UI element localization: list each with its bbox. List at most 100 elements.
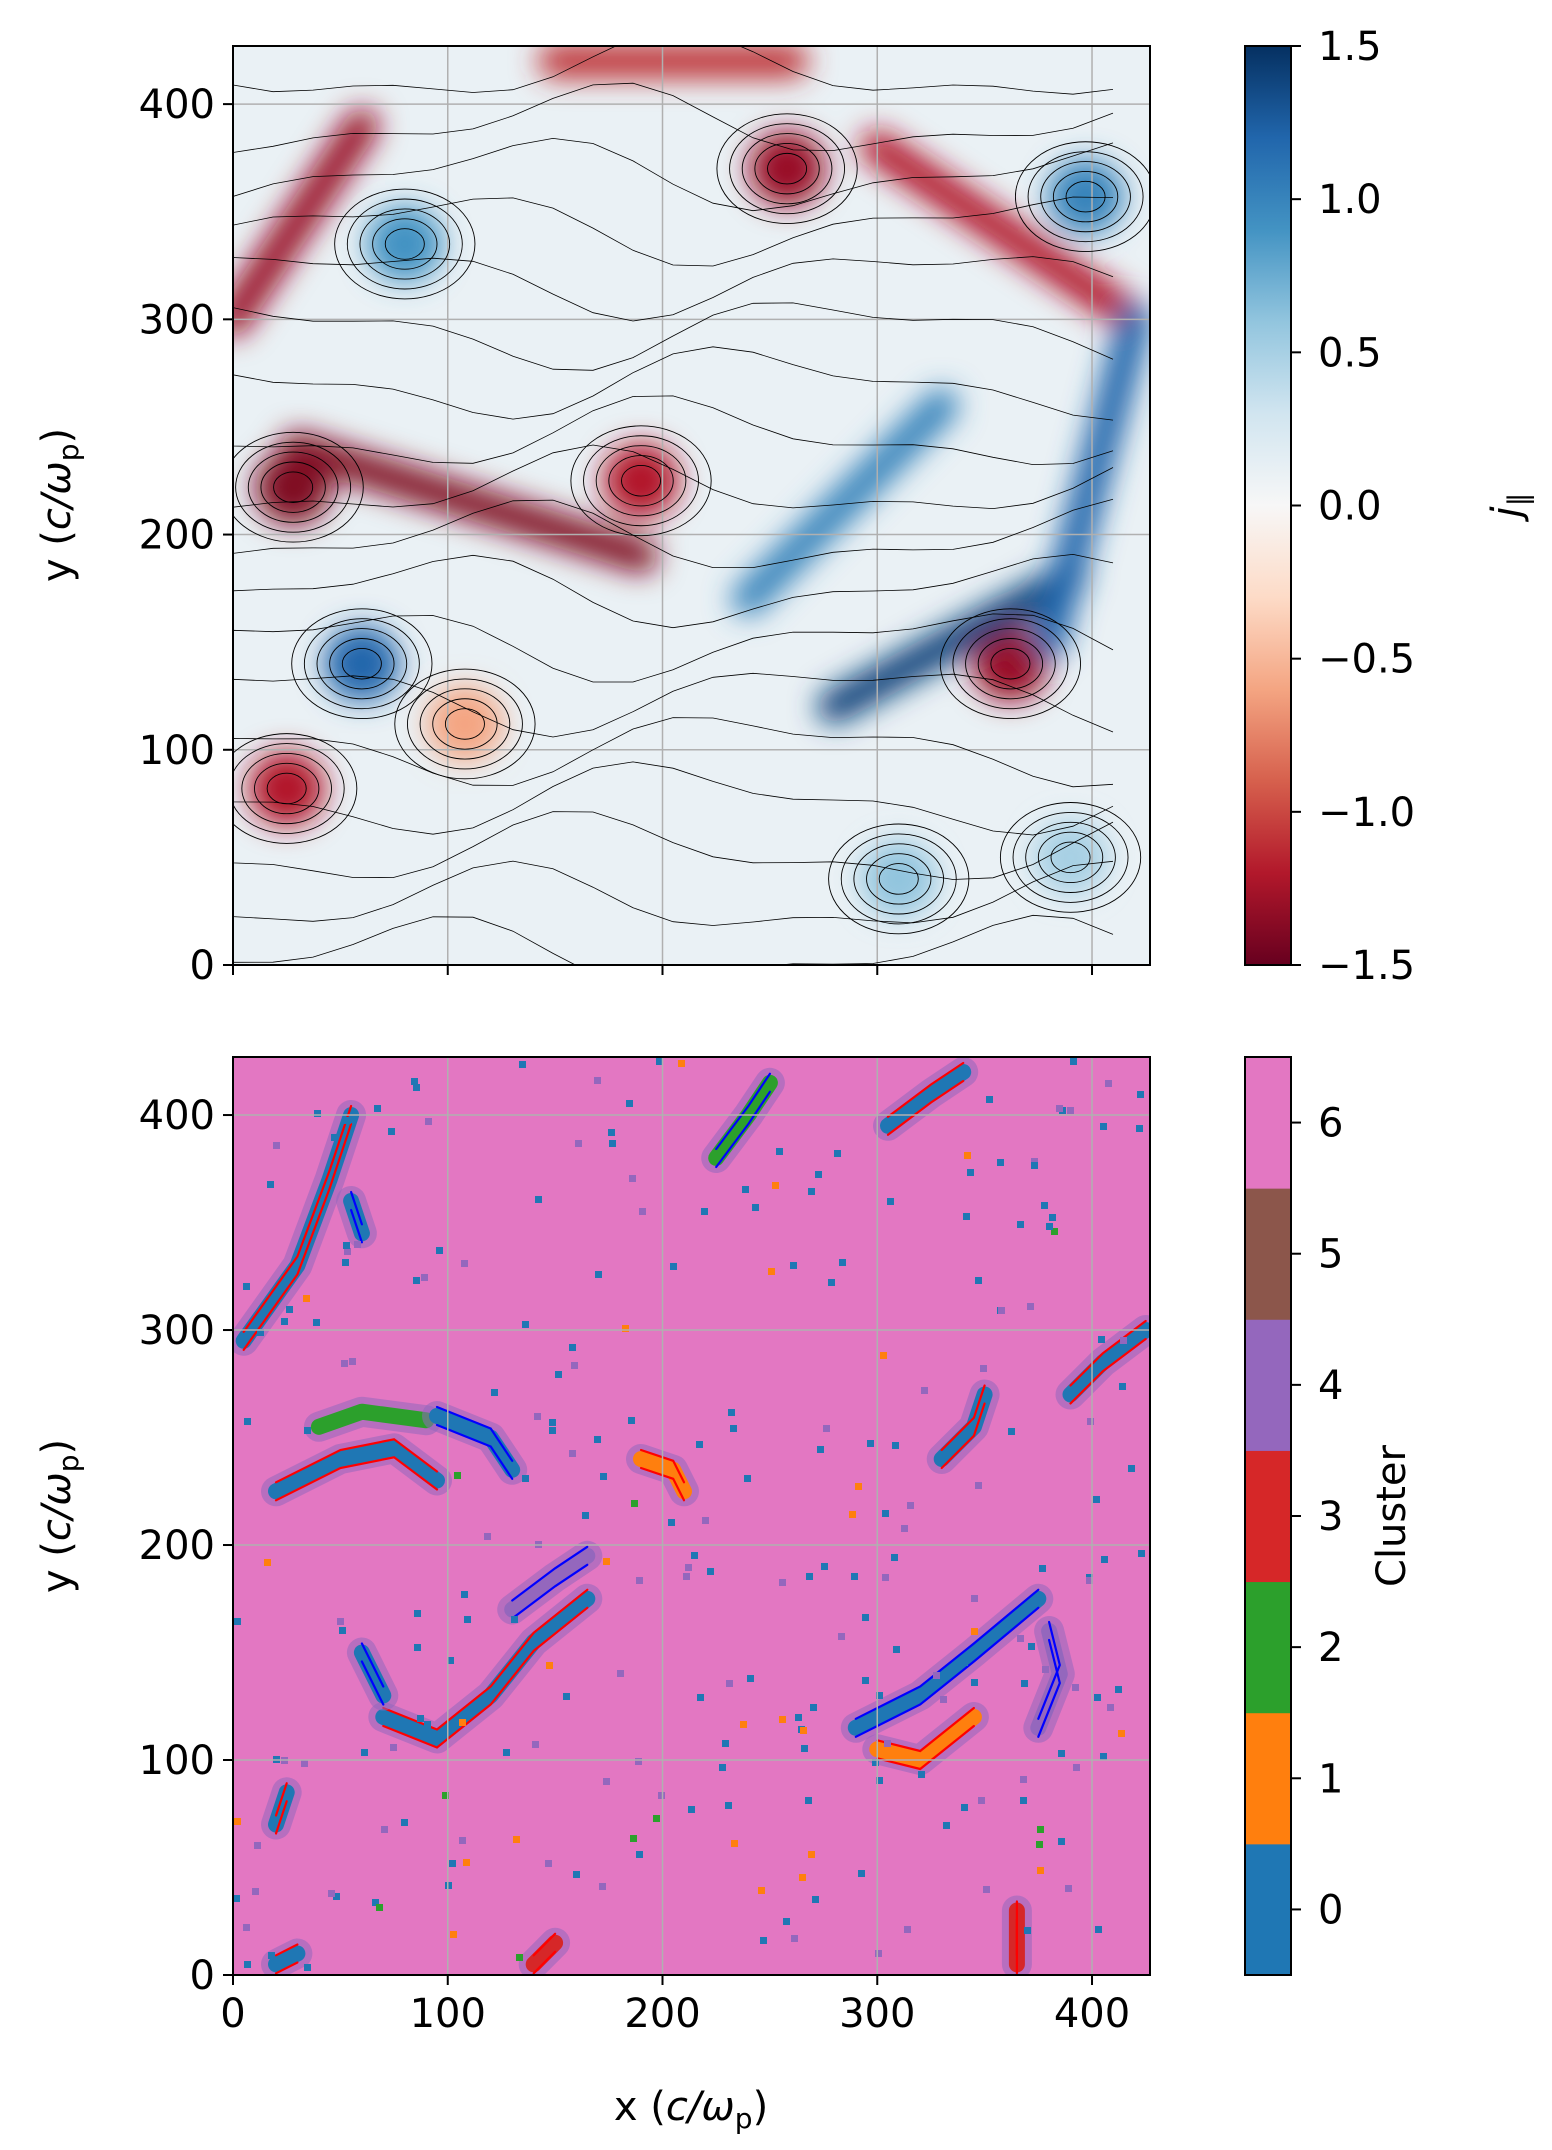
cluster-tick-label: 0	[1318, 1887, 1343, 1933]
streamline-loop	[595, 445, 687, 517]
cluster-pixel	[424, 1721, 431, 1728]
cluster-pixel	[484, 1533, 491, 1540]
streamline-loop	[754, 143, 820, 195]
streamline-loop	[233, 733, 358, 844]
y-tick-label: 300	[139, 297, 215, 343]
contour-line	[274, 1800, 288, 1835]
contour-line	[1037, 1620, 1061, 1720]
streamline-loop	[716, 113, 858, 225]
cluster-pixel	[887, 1198, 894, 1205]
cluster-pixel	[1094, 1694, 1101, 1701]
streamline-loop	[939, 608, 1082, 720]
cluster-pixel	[342, 1259, 349, 1266]
cluster-pixel	[622, 1325, 629, 1332]
y-tick-label: 200	[139, 513, 215, 559]
cluster-pixel	[726, 1680, 733, 1687]
cluster-pixel	[779, 1579, 786, 1586]
cluster-pixel	[805, 1797, 812, 1804]
cluster-pixel	[414, 1610, 421, 1617]
streamline-loop	[235, 441, 352, 533]
structure-core	[343, 1193, 370, 1242]
streamline-loop	[853, 843, 945, 915]
streamline-loop	[1065, 180, 1106, 213]
colorbar-tick-label: 1.5	[1318, 24, 1382, 70]
cluster-pixel	[459, 1719, 466, 1726]
current-sheet-11	[233, 108, 379, 337]
cluster-pixel	[374, 1105, 381, 1112]
cluster-pixel	[569, 1344, 576, 1351]
cluster-pixel	[273, 1142, 280, 1149]
cluster-structure-19	[1023, 1616, 1075, 1743]
cluster-pixel	[1093, 1496, 1100, 1503]
cluster-pixel	[575, 1140, 582, 1147]
cluster-pixel	[880, 1352, 887, 1359]
cluster-pixel	[546, 1662, 553, 1669]
cluster-pixel	[1095, 1926, 1102, 1933]
cluster-pixel	[313, 1319, 320, 1326]
cluster-pixel	[858, 1870, 865, 1877]
streamline-loop	[570, 425, 712, 537]
cluster-pixel	[808, 1851, 815, 1858]
cluster-structure-2	[303, 1396, 442, 1442]
cluster-pixel	[678, 1060, 685, 1067]
cluster-pixel	[286, 1306, 293, 1313]
y-tick-label: 300	[139, 1308, 215, 1354]
cluster-pixel	[1119, 1383, 1126, 1390]
cluster-pixel	[599, 1883, 606, 1890]
cluster-colorbar-ticks: 0 1 2 3 4 5 6	[1291, 1101, 1343, 1933]
cluster-pixel	[636, 1577, 643, 1584]
cluster-pixel	[697, 1694, 704, 1701]
cluster-pixel	[636, 1851, 643, 1858]
cluster-panel: 0 100 200 300 400 0 100 200 300 400 y (c/ωp) x (c…	[34, 1056, 1415, 2135]
structure-core	[353, 1644, 392, 1704]
cluster-pixel	[1027, 1303, 1034, 1310]
cluster-pixel	[513, 1836, 520, 1843]
streamline-loop	[419, 688, 511, 760]
cluster-pixel	[635, 1758, 642, 1765]
streamline-loop	[303, 618, 420, 710]
colorbar-tick-label: 0.5	[1318, 330, 1382, 376]
cluster-pixel	[779, 1716, 786, 1723]
cluster-pixel	[442, 1792, 449, 1799]
cluster-pixel	[414, 1644, 421, 1651]
cluster-pixel	[1073, 1764, 1080, 1771]
cluster-pixel	[1037, 1867, 1044, 1874]
cluster-pixel	[1046, 1223, 1053, 1230]
contour-line	[511, 1563, 589, 1620]
cluster-swatch-1	[1245, 1712, 1291, 1845]
streamline-loop	[241, 752, 332, 825]
streamline-loop	[977, 638, 1044, 690]
structure-core	[429, 1408, 521, 1478]
cluster-pixel	[1138, 1550, 1145, 1557]
contour-line	[435, 1405, 514, 1462]
cluster-pixel	[1008, 1428, 1015, 1435]
cluster-pixel	[1024, 1927, 1031, 1934]
cluster-pixel	[1042, 1666, 1049, 1673]
structure-core	[847, 1590, 1047, 1736]
cluster-pixel	[933, 1672, 940, 1679]
cluster-pixel	[730, 1425, 737, 1432]
cluster-pixel	[872, 1759, 879, 1766]
streamline-loop	[1025, 821, 1116, 893]
contour-line	[715, 1090, 771, 1169]
cluster-pixel	[800, 1727, 807, 1734]
cluster-pixel	[1041, 1202, 1048, 1209]
cluster-pixel	[417, 1715, 424, 1722]
contour-line	[1069, 1319, 1147, 1387]
cluster-pixel	[630, 1835, 637, 1842]
cluster-pixel	[876, 1692, 883, 1699]
cluster-pixel	[425, 1118, 432, 1125]
cluster-pixel	[1036, 1841, 1043, 1848]
cluster-pixel	[1020, 1776, 1027, 1783]
cluster-pixel	[267, 1181, 274, 1188]
cluster-pixel	[411, 1078, 418, 1085]
contour-line	[940, 1384, 986, 1452]
cluster-pixel	[511, 1616, 518, 1623]
y-tick-label: 400	[139, 82, 215, 128]
cluster-pixel	[1107, 1704, 1114, 1711]
cluster-pixel	[1031, 1162, 1038, 1169]
cluster-pixel	[549, 1419, 556, 1426]
cluster-pixel	[1120, 1337, 1127, 1344]
current-colorbar-label: j∥	[1484, 492, 1535, 522]
vortex-core-1	[749, 130, 826, 207]
